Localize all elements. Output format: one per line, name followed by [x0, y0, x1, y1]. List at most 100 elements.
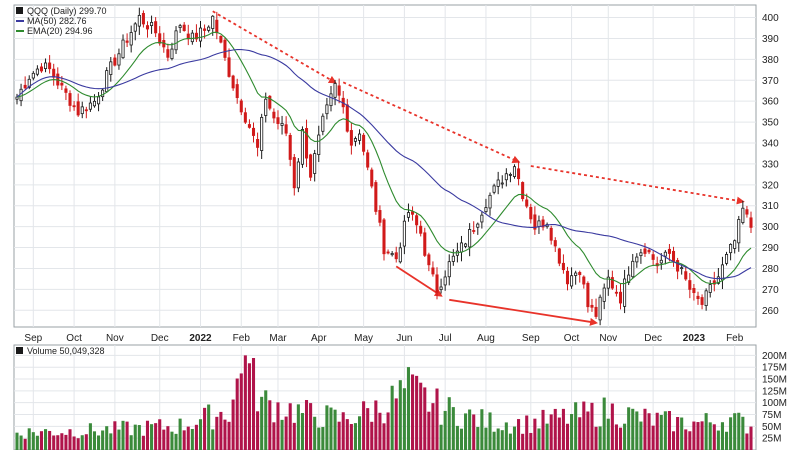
candle-body [671, 250, 676, 262]
candle-body [150, 22, 154, 26]
volume-bar [170, 431, 174, 450]
candle-body [517, 168, 521, 180]
volume-bar [256, 411, 260, 450]
candle-body [635, 256, 639, 263]
volume-bar [447, 397, 451, 450]
candle-body [329, 93, 333, 107]
candle-body [729, 244, 733, 254]
candle-body [443, 276, 447, 286]
candle-body [496, 179, 500, 187]
volume-bar [631, 408, 635, 450]
candle-body [133, 23, 137, 32]
candle-body [570, 275, 574, 287]
volume-tick-label: 50M [762, 422, 781, 433]
candle-body [627, 274, 631, 283]
candle-body [48, 62, 52, 70]
candle-body [574, 272, 578, 276]
volume-bar [48, 430, 52, 450]
volume-bar [141, 435, 145, 450]
candle-body [688, 280, 692, 290]
candle-body [321, 115, 325, 132]
volume-bar [321, 427, 325, 450]
volume-bar [565, 423, 570, 450]
price-tick-label: 340 [762, 139, 779, 150]
candle-body [521, 182, 525, 200]
candle-body [349, 130, 353, 146]
volume-bar [288, 403, 292, 450]
volume-bar [150, 424, 154, 450]
candle-body [317, 134, 321, 155]
volume-bar [129, 435, 133, 450]
volume-bar [272, 422, 276, 450]
volume-bar [663, 411, 667, 450]
candle-body [27, 78, 31, 88]
resistance-trendline [342, 81, 521, 163]
candle-body [215, 19, 219, 34]
volume-bar [186, 426, 190, 450]
candle-body [733, 240, 737, 249]
volume-bar [455, 425, 459, 450]
ma50-legend-label: MA(50) 282.76 [27, 16, 87, 26]
volume-bar [264, 390, 268, 450]
volume-bar [529, 432, 533, 450]
candle-body [174, 30, 178, 51]
volume-bar [737, 412, 741, 450]
candle-body [529, 207, 533, 220]
candle-body [468, 229, 472, 248]
candle-body [651, 254, 655, 260]
price-tick-label: 280 [762, 264, 779, 275]
price-plot-frame [13, 4, 757, 328]
volume-bar [31, 432, 35, 450]
candle-body [435, 274, 439, 293]
candle-body [402, 220, 406, 247]
volume-bar [659, 414, 663, 450]
candle-body [382, 219, 386, 255]
price-tick-label: 400 [762, 13, 779, 24]
volume-bar [733, 413, 737, 450]
volume-bar [419, 382, 423, 450]
candle-body [741, 207, 745, 224]
volume-tick-label: 200M [762, 351, 787, 362]
volume-bars [15, 355, 753, 450]
volume-bar [178, 418, 182, 450]
volume-bar [472, 414, 476, 450]
volume-bar [647, 413, 651, 450]
volume-bar [27, 428, 31, 450]
candle-body [84, 109, 88, 112]
volume-bar [158, 419, 162, 450]
candle-body [500, 182, 504, 185]
candle-body [358, 133, 362, 141]
candle-body [618, 291, 623, 304]
candle-body [251, 127, 256, 136]
volume-bar [133, 424, 137, 450]
volume-bar [145, 420, 150, 450]
candle-body [227, 57, 231, 77]
candle-body [80, 106, 84, 115]
candle-body [512, 166, 517, 177]
volume-bar [415, 375, 419, 450]
volume-bar [484, 427, 488, 450]
volume-bar [537, 428, 541, 450]
candle-body [394, 252, 398, 260]
price-tick-label: 390 [762, 34, 779, 45]
volume-bar [545, 423, 549, 450]
volume-bar [549, 414, 553, 450]
volume-bar [480, 409, 484, 450]
candle-body [88, 102, 92, 110]
candle-body [178, 25, 182, 28]
x-tick-label: Oct [564, 333, 580, 344]
volume-bar [44, 429, 48, 450]
volume-bar [390, 385, 394, 450]
candle-body [313, 153, 317, 174]
ma50-line [16, 49, 752, 280]
volume-bar [166, 426, 170, 450]
candle-body [712, 280, 716, 285]
volume-bar [341, 412, 345, 450]
volume-bar [357, 416, 362, 450]
volume-bar [464, 413, 468, 450]
candle-body [484, 207, 488, 213]
candle-body [643, 248, 647, 254]
